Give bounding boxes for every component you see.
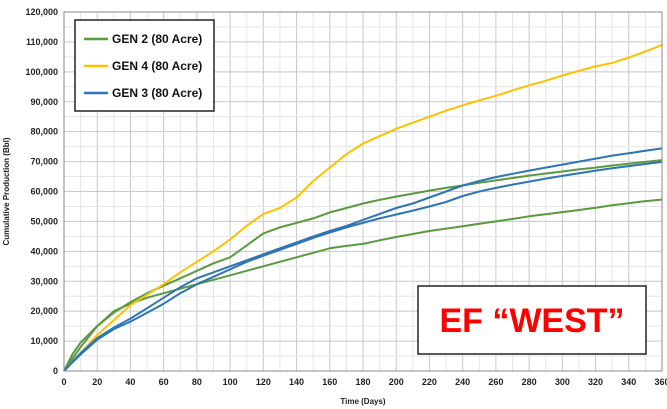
- x-tick-label: 300: [555, 377, 570, 387]
- y-tick-label: 110,000: [26, 37, 58, 47]
- y-tick-label: 60,000: [30, 187, 58, 197]
- x-tick-label: 0: [61, 377, 66, 387]
- legend-label: GEN 2 (80 Acre): [112, 32, 202, 46]
- x-tick-label: 40: [125, 377, 135, 387]
- y-tick-label: 70,000: [30, 157, 58, 167]
- x-tick-label: 80: [192, 377, 202, 387]
- x-tick-label: 160: [322, 377, 337, 387]
- legend-label: GEN 3 (80 Acre): [112, 86, 202, 100]
- y-tick-label: 120,000: [25, 7, 58, 17]
- x-tick-label: 180: [355, 377, 370, 387]
- x-tick-label: 200: [389, 377, 404, 387]
- y-tick-label: 90,000: [30, 97, 58, 107]
- plot-area-frame: [63, 11, 663, 372]
- y-tick-label: 10,000: [30, 336, 58, 346]
- x-tick-label: 100: [223, 377, 238, 387]
- x-tick-label: 320: [588, 377, 603, 387]
- x-tick-label: 360: [654, 377, 667, 387]
- x-tick-label: 120: [256, 377, 271, 387]
- annotation-frame: [417, 285, 647, 355]
- x-axis-title: Time (Days): [340, 397, 386, 406]
- series-line-2: [63, 198, 663, 372]
- legend-label: GEN 4 (80 Acre): [112, 59, 202, 73]
- y-tick-label: 50,000: [30, 216, 58, 226]
- y-tick-label: 80,000: [30, 127, 58, 137]
- x-tick-label: 260: [488, 377, 503, 387]
- y-tick-label: 40,000: [30, 246, 58, 256]
- x-tick-label: 280: [522, 377, 537, 387]
- series-lines: [63, 43, 663, 372]
- x-axis-ticks: 0 20 40 60 80 100 120 140 160 180 200 220 240 260 280 3…: [61, 377, 667, 387]
- annotation-label: EF “WEST”: [439, 302, 624, 340]
- y-tick-label: 0: [53, 366, 58, 376]
- x-tick-label: 20: [92, 377, 102, 387]
- y-tick-label: 100,000: [25, 67, 58, 77]
- legend: GEN 2 (80 Acre) GEN 4 (80 Acre) GEN 3 (80 …: [74, 19, 215, 112]
- y-axis-title: Cumulative Production (Bbl): [2, 137, 11, 245]
- x-tick-label: 340: [621, 377, 636, 387]
- y-tick-label: 20,000: [30, 306, 58, 316]
- y-tick-label: 30,000: [30, 276, 58, 286]
- series-line-4: [63, 147, 663, 372]
- x-tick-label: 60: [159, 377, 169, 387]
- annotation-box: EF “WEST”: [417, 285, 647, 355]
- x-tick-label: 220: [422, 377, 437, 387]
- y-axis-ticks: 0 10,000 20,000 30,000 40,000 50,000 60,000 70,…: [25, 7, 58, 376]
- series-line-3: [63, 43, 663, 372]
- x-tick-label: 140: [289, 377, 304, 387]
- x-tick-label: 240: [455, 377, 470, 387]
- series-line-5: [63, 160, 663, 372]
